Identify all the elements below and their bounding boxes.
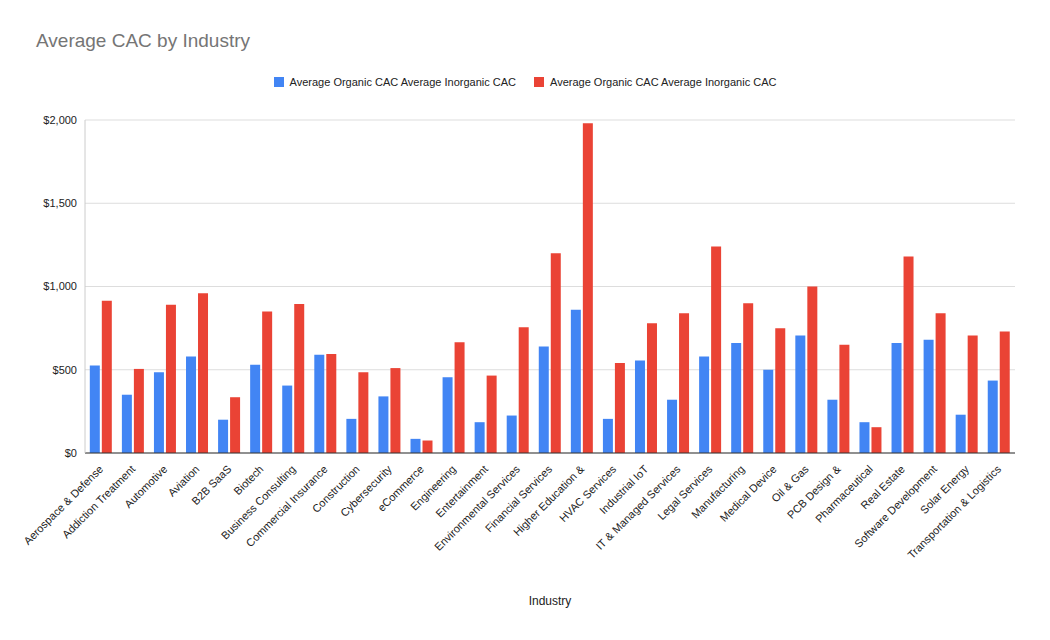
html-text:Average Organic CAC Average In: Average Organic CAC Average Inorganic CA…	[289, 76, 516, 88]
svg-text:B2B SaaS: B2B SaaS	[189, 463, 233, 507]
svg-text:Manufacturing: Manufacturing	[688, 462, 747, 521]
svg-text:IT & Managed Services: IT & Managed Services	[593, 462, 683, 552]
svg-text:Aviation: Aviation	[165, 462, 202, 499]
svg-text:Biotech: Biotech	[231, 462, 266, 498]
svg-text:Oil & Gas: Oil & Gas	[769, 462, 811, 505]
svg-text:Pharmaceutical: Pharmaceutical	[813, 463, 875, 525]
svg-text:$1,500: $1,500	[43, 197, 77, 209]
html-text:Average Organic CAC Average In: Average Organic CAC Average Inorganic CA…	[550, 76, 777, 88]
html-text:Average CAC by Industry: Average CAC by Industry	[36, 30, 250, 51]
svg-text:PCB Design &: PCB Design &	[785, 462, 844, 521]
svg-text:$500: $500	[53, 364, 77, 376]
svg-text:Transportation & Logistics: Transportation & Logistics	[905, 462, 1003, 560]
svg-text:Software Development: Software Development	[851, 462, 940, 550]
svg-text:Medical Device: Medical Device	[717, 463, 778, 524]
svg-text:Cybersecurity: Cybersecurity	[337, 462, 394, 519]
svg-text:Commercial Insurance: Commercial Insurance	[243, 462, 330, 550]
svg-text:$1,000: $1,000	[43, 280, 77, 292]
svg-text:Real Estate: Real Estate	[858, 462, 907, 512]
svg-text:Solar Energy: Solar Energy	[917, 462, 972, 517]
svg-text:Addiction Treatment: Addiction Treatment	[59, 462, 138, 541]
svg-text:HVAC Services: HVAC Services	[557, 462, 619, 524]
svg-text:Higher Education &: Higher Education &	[510, 462, 587, 539]
svg-text:Automotive: Automotive	[122, 463, 169, 510]
svg-text:Financial Services: Financial Services	[482, 462, 555, 535]
svg-text:Entertainment: Entertainment	[433, 462, 491, 520]
svg-text:Business Consulting: Business Consulting	[218, 462, 298, 542]
svg-text:Environmental Services: Environmental Services	[432, 462, 523, 553]
html-text:Industry: Industry	[528, 594, 572, 608]
svg-text:Engineering: Engineering	[408, 462, 458, 513]
svg-text:Industrial IoT: Industrial IoT	[597, 462, 651, 517]
svg-text:Construction: Construction	[309, 462, 362, 515]
svg-text:Legal Services: Legal Services	[655, 462, 715, 522]
svg-text:$2,000: $2,000	[43, 114, 77, 126]
svg-text:Aerospace & Defense: Aerospace & Defense	[21, 462, 106, 547]
svg-text:eCommerce: eCommerce	[375, 462, 426, 514]
svg-text:$0: $0	[65, 447, 77, 459]
